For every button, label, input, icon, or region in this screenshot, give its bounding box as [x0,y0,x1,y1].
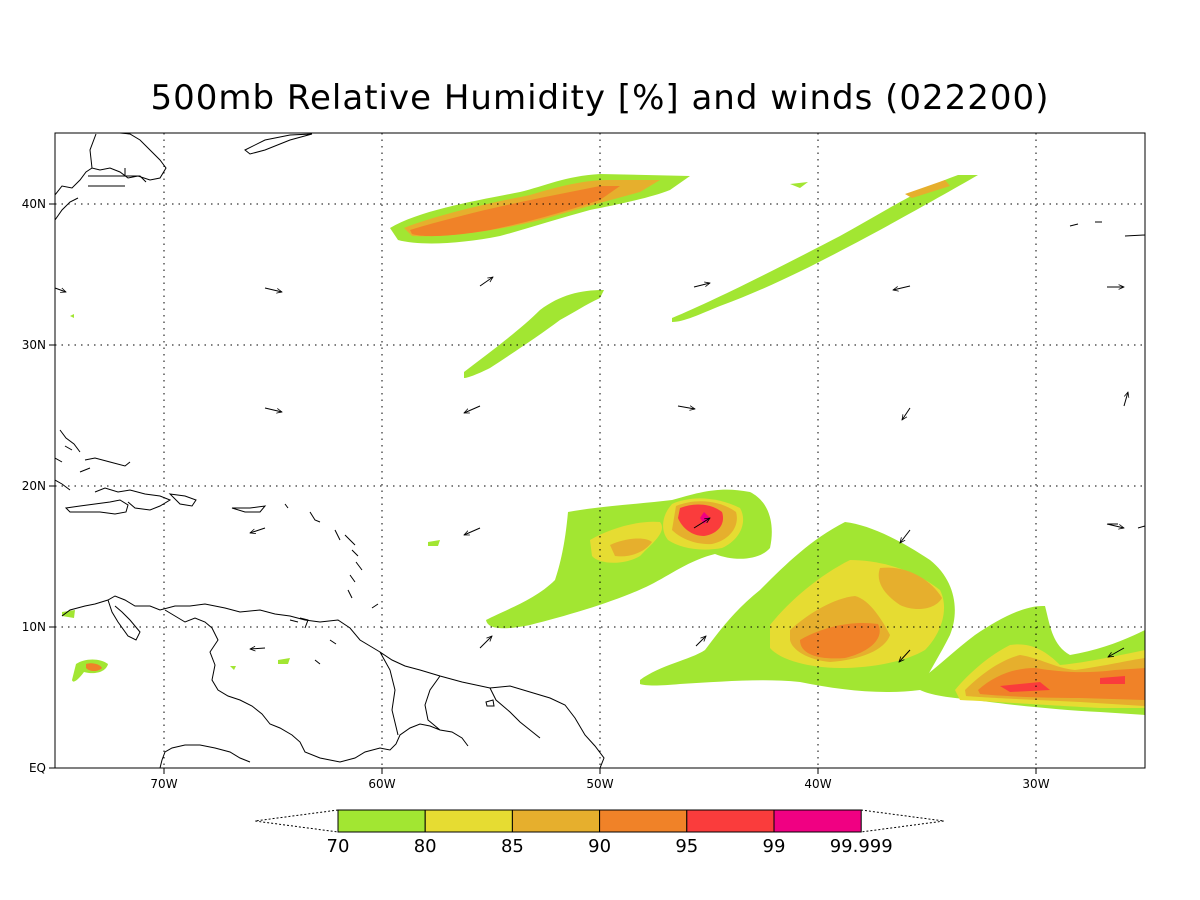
wind-arrow [464,405,481,414]
colorbar-swatch [511,809,601,833]
wind-arrow [900,529,911,543]
rh-area [86,663,102,671]
rh-area [678,504,724,536]
rh-area [62,610,75,618]
lat-label: 20N [22,479,46,493]
humidity-shading [62,174,1145,715]
rh-area [905,180,950,198]
colorbar-swatch [599,809,688,833]
wind-arrow [693,283,710,288]
colorbar-low-extension [254,809,339,833]
wind-vectors [54,277,1128,662]
colorbar-swatch [686,809,775,833]
rh-area [230,658,290,670]
wind-arrow [693,518,710,529]
wind-arrow [677,406,695,409]
lat-label: 30N [22,338,46,352]
longitude-labels: 70W 60W 50W 40W 30W [150,777,1049,791]
wind-arrow [264,287,282,292]
rh-area [878,567,942,610]
rh-area [800,622,880,659]
colorbar-swatch [337,809,426,833]
rh-area [672,175,978,322]
rh-area [410,186,620,237]
colorbar-swatch [424,809,513,833]
wind-arrow [902,407,911,420]
colorbar: 70 80 85 90 95 99 99.999 [254,809,945,857]
wind-arrow [250,648,266,649]
colorbar-swatch [773,809,862,833]
rh-area [1000,676,1125,692]
rh-area [610,538,652,557]
lon-label: 30W [1022,777,1049,791]
colorbar-label: 99 [763,836,786,857]
wind-arrow [899,649,911,662]
colorbar-label: 80 [414,836,437,857]
lon-label: 40W [804,777,831,791]
wind-arrow [250,527,266,533]
lon-label: 60W [368,777,395,791]
wind-arrow [1106,523,1124,528]
wind-arrow [893,285,911,290]
wind-arrow [1108,647,1125,657]
lon-label: 70W [150,777,177,791]
lon-label: 50W [586,777,613,791]
colorbar-label: 95 [675,836,698,857]
colorbar-high-extension [860,809,945,833]
rh-area [790,182,808,188]
wind-arrow [464,527,481,536]
latitude-labels: 40N 30N 20N 10N EQ [22,197,46,775]
wind-arrow [479,636,492,649]
rh-area [464,290,604,378]
rh-area [72,659,108,682]
lat-label: EQ [29,761,46,775]
rh-area [428,540,440,546]
rh-area [978,668,1145,700]
wind-arrow [264,407,282,412]
wind-arrow [1123,392,1128,407]
map-title: 500mb Relative Humidity [%] and winds (0… [150,78,1050,118]
colorbar-label: 99.999 [830,836,893,857]
lat-label: 10N [22,620,46,634]
colorbar-label: 90 [588,836,611,857]
rh-area [70,314,74,318]
wind-arrow [54,287,66,292]
wind-arrow [479,277,493,287]
colorbar-label: 85 [501,836,524,857]
lat-label: 40N [22,197,46,211]
coastlines [55,133,1145,768]
wind-arrow [695,636,706,647]
colorbar-label: 70 [327,836,350,857]
